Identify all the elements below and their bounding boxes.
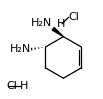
Text: Cl: Cl [6, 81, 17, 91]
Text: Cl: Cl [68, 12, 79, 22]
Polygon shape [52, 28, 63, 37]
Text: H₂N: H₂N [31, 18, 52, 28]
Text: H₂N: H₂N [9, 44, 31, 54]
Text: H: H [20, 81, 29, 91]
Text: H: H [57, 19, 65, 29]
